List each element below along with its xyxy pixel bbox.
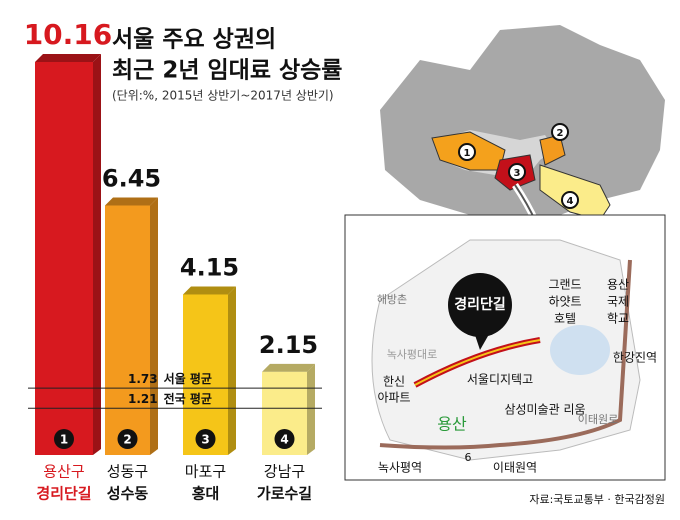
value-label: 10.16 [24,18,113,51]
chart-title: 최근 2년 임대료 상승률 [112,58,342,84]
source: 자료:국토교통부 · 한국감정원 [529,493,665,506]
map-rank-label: 1 [464,148,471,159]
map-label: 용산 [437,415,467,434]
reference-name: 전국 평균 [164,391,212,406]
rank-badge [54,429,74,449]
value-label: 2.15 [259,331,318,359]
map-label: 6 [465,451,472,464]
x-tick-label: 강남구 [264,463,305,481]
rank-label: 1 [60,433,68,447]
reference-value: 1.21 [128,392,158,406]
map-label: 서울디지텍고 [467,373,533,387]
bar [35,62,93,455]
map-label: 한신 [383,375,405,389]
x-tick-label: 가로수길 [257,485,312,503]
reference-value: 1.73 [128,372,158,386]
chart-title: 서울 주요 상권의 [112,27,276,53]
rank-badge [117,429,138,449]
bar-top [105,197,158,206]
x-tick-label: 성수동 [107,485,149,503]
x-tick-label: 용산구 [43,463,84,481]
bar-top [183,286,236,295]
rank-badge [195,429,216,449]
map-label: 그랜드 [548,278,581,292]
rank-label: 2 [123,433,131,447]
map-rank-label: 2 [557,128,564,139]
value-label: 4.15 [180,253,239,281]
bar-side [228,286,236,455]
subtitle: (단위:%, 2015년 상반기~2017년 상반기) [112,89,334,103]
x-tick-label: 홍대 [192,485,220,503]
map-label: 이태원로 [578,413,618,426]
map-rank-badge [508,163,526,181]
bar-top [35,54,101,62]
map-label: 아파트 [377,391,410,405]
bar-side [93,54,101,455]
map-rank-badge [561,191,579,209]
rank-label: 4 [280,433,288,447]
map-label: 이태원역 [493,461,537,475]
map-rank-label: 3 [514,168,521,179]
bar [105,205,150,455]
rank-label: 3 [201,433,209,447]
map-label: 녹사평대로 [387,348,438,361]
map-label: 녹사평역 [378,461,422,475]
map-rank-badge [458,143,476,161]
map-rank-label: 4 [567,196,574,207]
x-tick-label: 마포구 [185,463,226,481]
bar-side [150,197,158,455]
rank-badge [274,429,295,449]
map-label: 학교 [607,312,629,326]
reference-label: 1.21 전국 평균 [128,391,212,406]
map-label: 한강진역 [613,351,657,365]
reference-name: 서울 평균 [164,371,212,386]
map-label: 호텔 [554,312,576,326]
bar-side [307,363,315,455]
map-label: 하얏트 [548,295,581,309]
map-rank-badge [551,123,569,141]
map-label: 삼성미술관 리움 [504,403,585,417]
map-label: 경리단길 [454,296,506,313]
map-label: 용산 [607,278,629,292]
bar [183,294,228,455]
map-label: 국제 [607,295,629,309]
map-label: 해방촌 [377,292,407,306]
x-tick-label: 경리단길 [36,485,91,503]
bar-top [262,363,315,372]
x-tick-label: 성동구 [107,463,148,481]
value-label: 6.45 [102,165,161,193]
reference-label: 1.73 서울 평균 [128,371,212,386]
